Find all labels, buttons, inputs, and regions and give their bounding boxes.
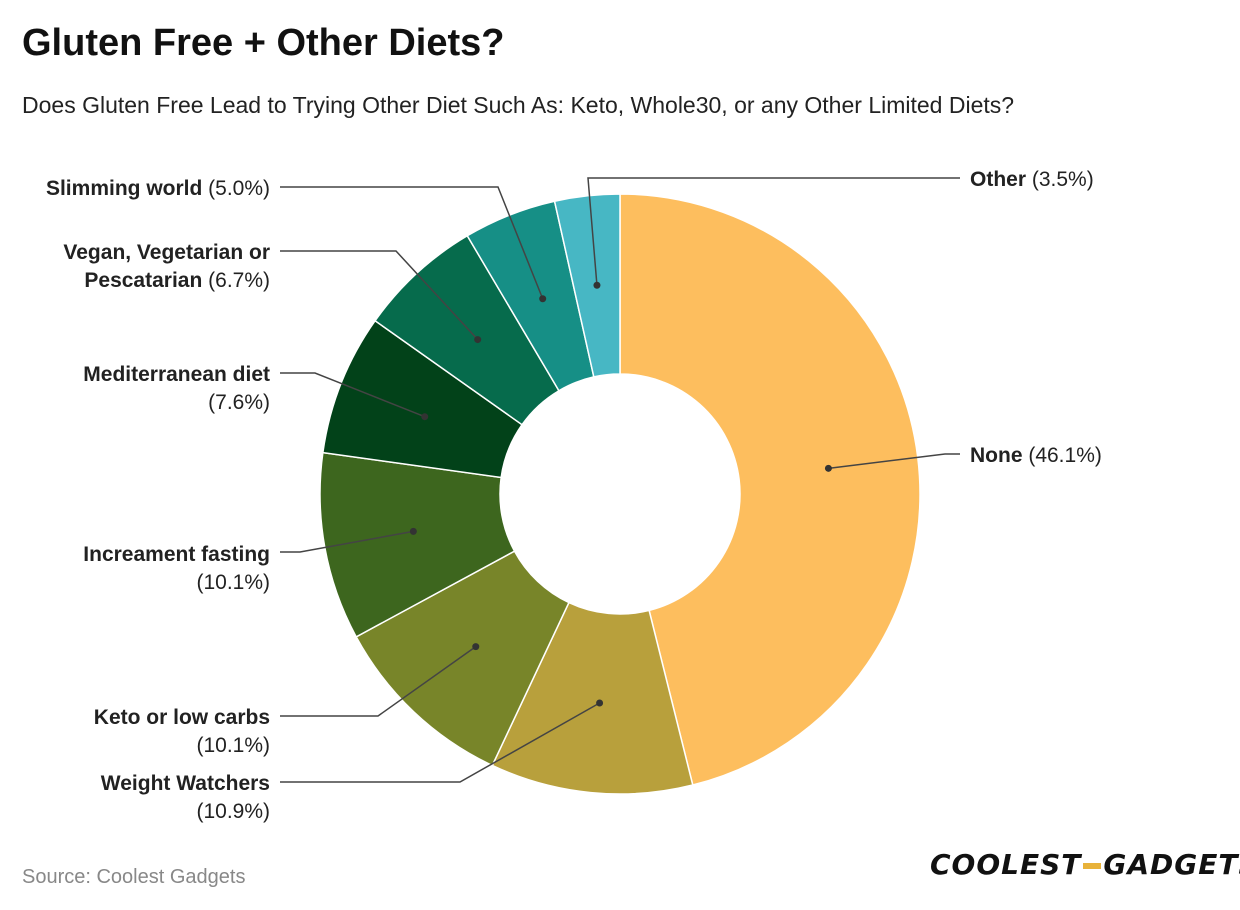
leader-dot-increament-fasting: [409, 527, 417, 535]
slice-keto-or-low-carbs: [355, 550, 570, 767]
slice-none: [619, 193, 921, 786]
label-mediterranean-diet-line-1: Mediterranean diet: [83, 363, 270, 386]
leader-mediterranean-diet: [280, 372, 426, 418]
leader-dot-other: [593, 281, 601, 289]
leader-weight-watchers: [280, 702, 600, 783]
leader-dot-slimming-world: [539, 295, 547, 303]
label-keto-or-low-carbs-line-2: (10.1%): [196, 734, 270, 757]
slice-increament-fasting: [319, 451, 516, 638]
leader-other: [587, 177, 960, 286]
label-keto-or-low-carbs-line-1: Keto or low carbs: [94, 706, 270, 729]
donut-slices: [319, 193, 921, 795]
label-increament-fasting-line-1: Increament fasting: [83, 543, 270, 566]
label-slimming-world-line-1: Slimming world (5.0%): [46, 177, 270, 200]
brand-logo: COOLESTGADGETS: [930, 848, 1240, 881]
leader-lines: [280, 177, 960, 783]
chart-title: Gluten Free + Other Diets?: [22, 22, 505, 64]
leader-increament-fasting: [280, 530, 414, 553]
label-vegan-vegetarian-or-pescatarian-line-2: Pescatarian (6.7%): [84, 269, 270, 292]
leader-vegan-vegetarian-or-pescatarian: [280, 250, 479, 341]
label-none-line-1: None (46.1%): [970, 444, 1102, 467]
chart-subtitle: Does Gluten Free Lead to Trying Other Di…: [22, 92, 1015, 118]
label-mediterranean-diet-line-2: (7.6%): [208, 391, 270, 414]
slice-other: [553, 193, 621, 378]
source-note: Source: Coolest Gadgets: [22, 866, 246, 888]
slice-weight-watchers: [491, 601, 694, 795]
leader-dot-mediterranean-diet: [421, 413, 429, 421]
label-weight-watchers-line-2: (10.9%): [196, 800, 270, 823]
leader-keto-or-low-carbs: [280, 646, 477, 717]
slice-labels: None (46.1%) Weight Watchers (10.9%) Keto o…: [46, 168, 1102, 823]
leader-dot-weight-watchers: [596, 699, 604, 707]
label-other-line-1: Other (3.5%): [970, 168, 1094, 191]
label-vegan-vegetarian-or-pescatarian-line-1: Vegan, Vegetarian or: [63, 241, 270, 264]
leader-dot-none: [824, 464, 832, 472]
leader-dot-keto-or-low-carbs: [472, 643, 480, 651]
logo-dash: [1083, 863, 1102, 869]
leader-slimming-world: [280, 186, 544, 300]
label-increament-fasting-line-2: (10.1%): [196, 571, 270, 594]
leader-dot-vegan-vegetarian-or-pescatarian: [474, 336, 482, 344]
label-weight-watchers-line-1: Weight Watchers: [101, 772, 270, 795]
leader-none: [828, 453, 960, 470]
